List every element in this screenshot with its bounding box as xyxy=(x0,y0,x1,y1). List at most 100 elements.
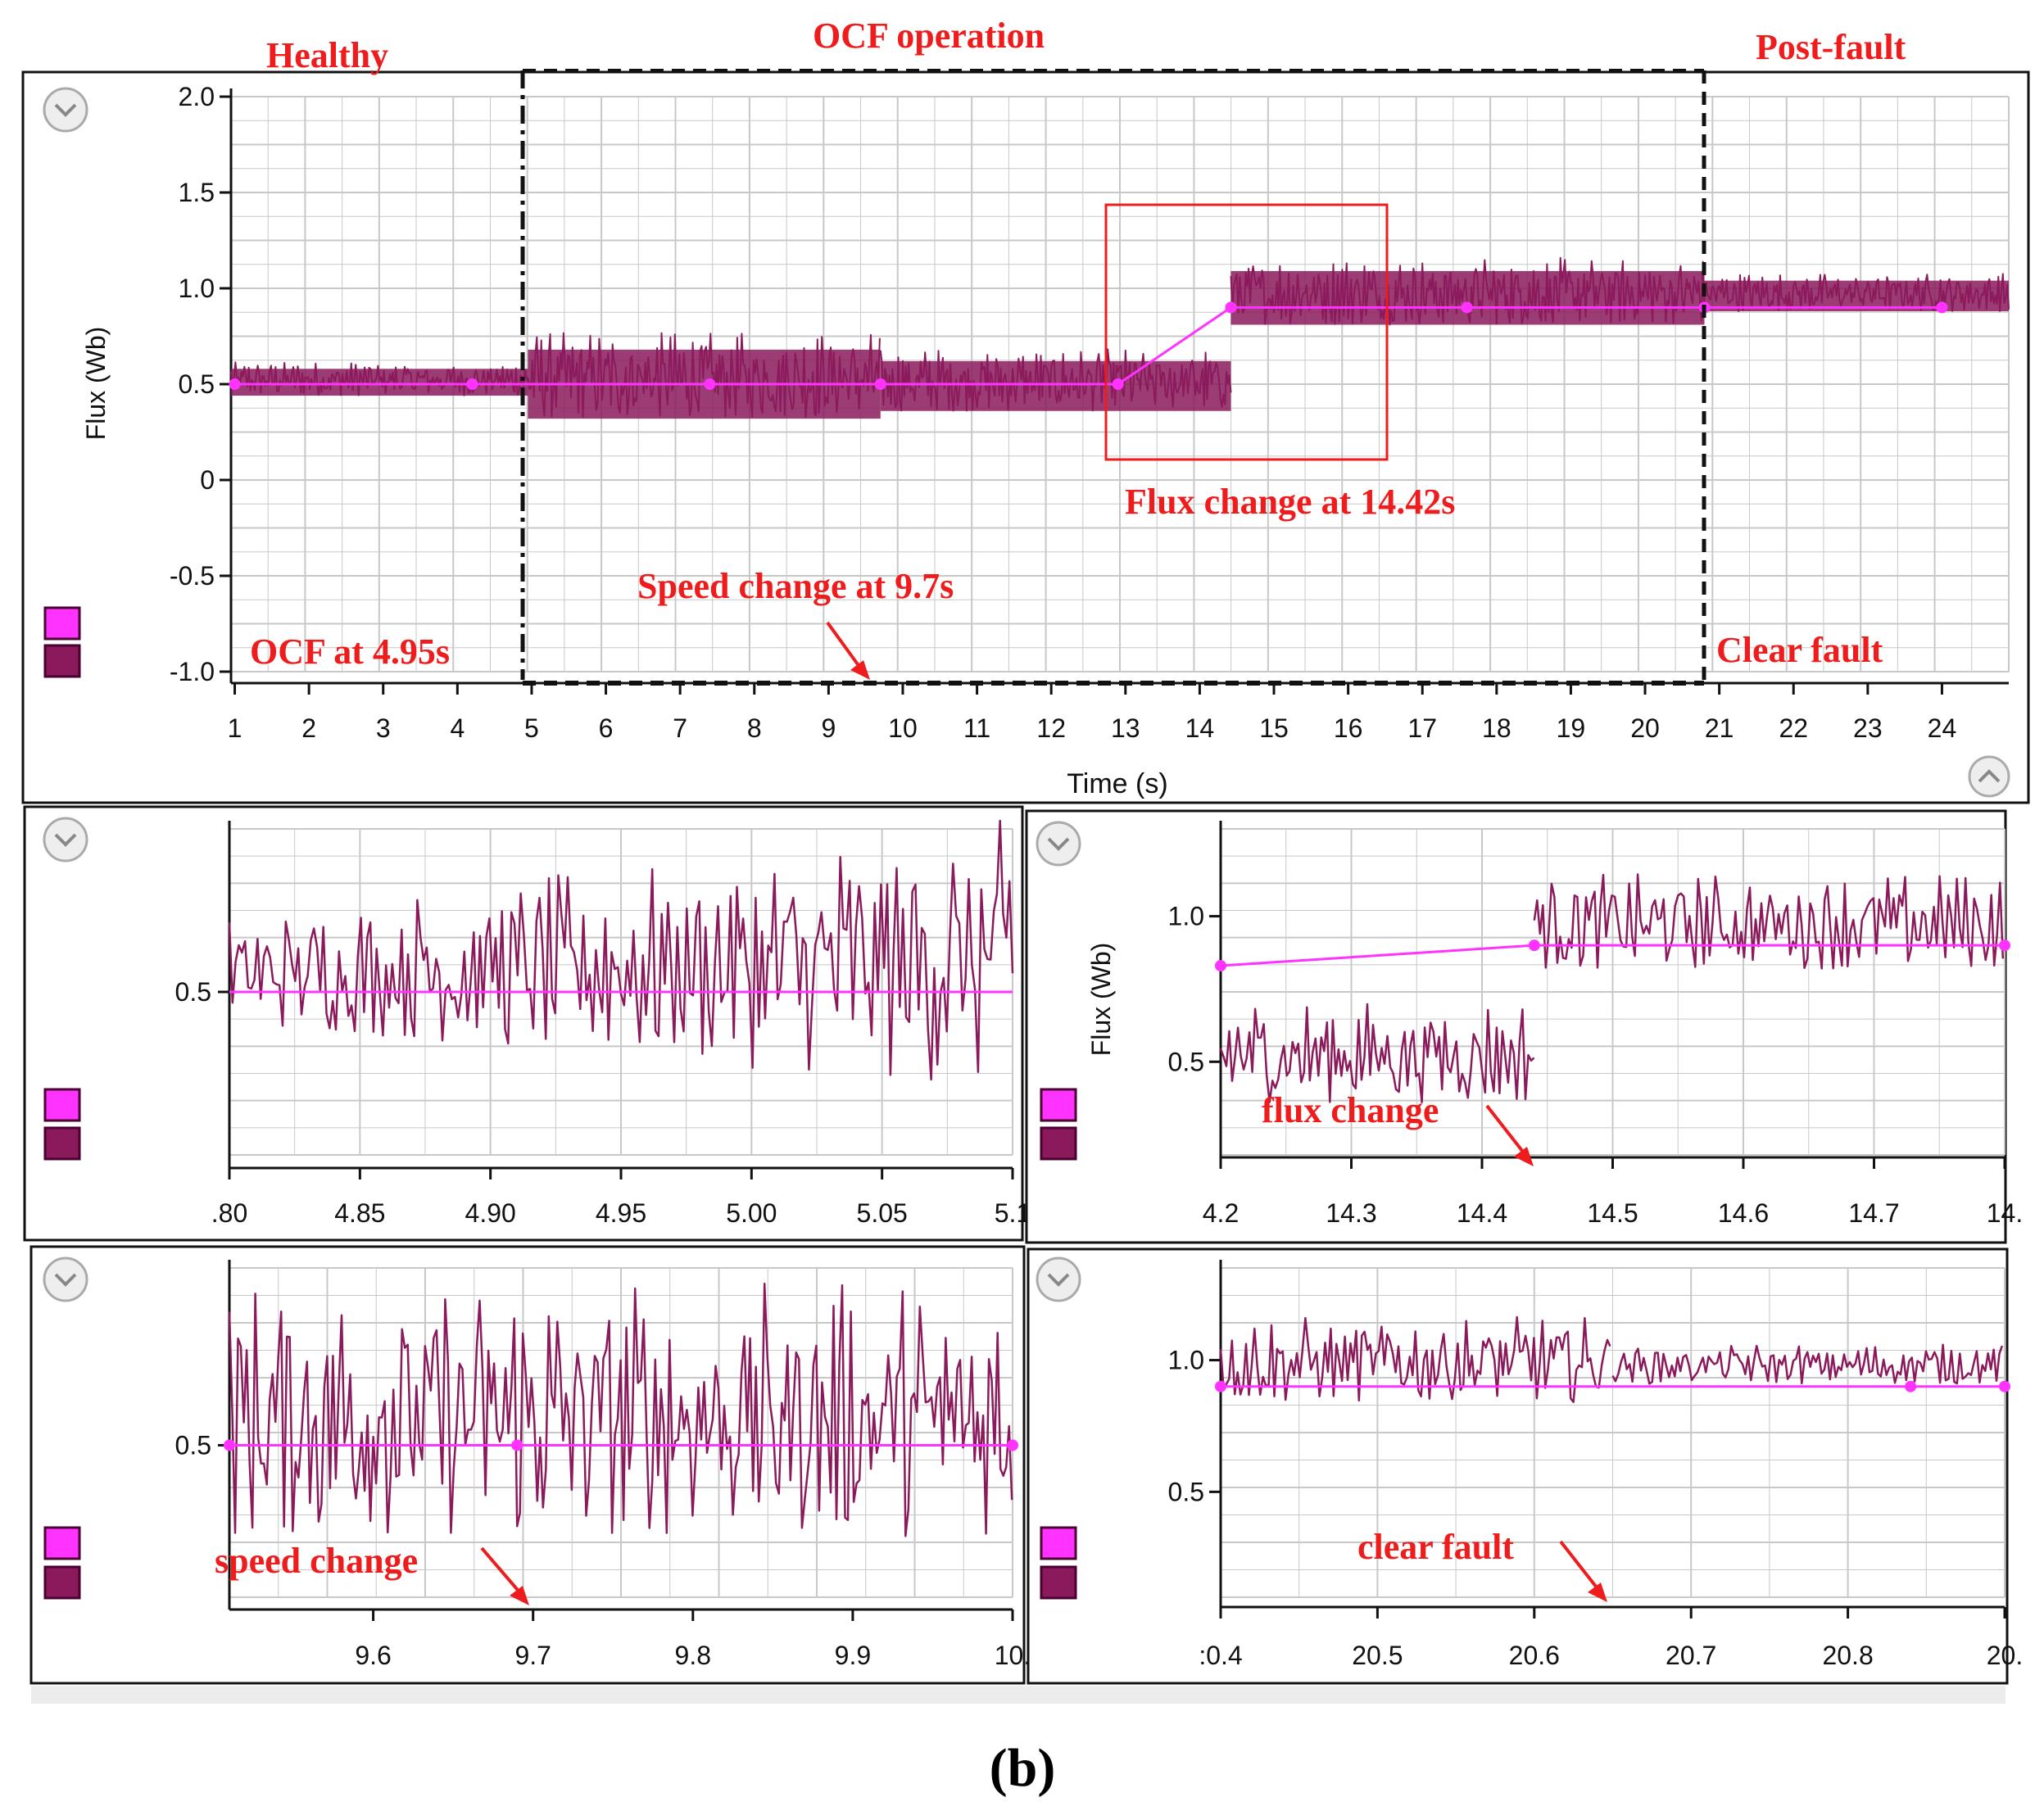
main-xtick-label: 19 xyxy=(1557,713,1586,743)
zoom4-ytick-label: 0.5 xyxy=(1168,1477,1204,1506)
region-healthy-label: Healthy xyxy=(266,35,388,75)
zoom3-signal xyxy=(228,1283,1013,1537)
main-xlabel: Time (s) xyxy=(1067,768,1167,799)
main-ytick-label: 2.0 xyxy=(179,82,215,111)
zoom4-ytick-label: 1.0 xyxy=(1168,1346,1204,1375)
main-xtick-label: 24 xyxy=(1928,713,1957,743)
zoom4-xtick-label: 20.6 xyxy=(1509,1641,1560,1670)
zoom3-ytick-label: 0.5 xyxy=(175,1430,211,1460)
main-xtick-label: 3 xyxy=(376,713,391,743)
zoom2-panel: 4.2 14.3 14.4 14.5 14.6 14.7 14. 1.0 0.5 Flux (W… xyxy=(1025,809,2024,1244)
zoom4-reference-point xyxy=(1905,1380,1917,1392)
zoom4-clear-fault-label: clear fault xyxy=(1357,1527,1514,1567)
zoom1-xtick-label: 5.1 xyxy=(995,1198,1031,1228)
zoom4-collapse-toggle[interactable] xyxy=(1036,1256,1081,1302)
zoom3-xtick-label: 9.7 xyxy=(514,1641,551,1670)
zoom3-reference-point xyxy=(1007,1439,1018,1451)
zoom2-signal xyxy=(1219,873,2005,1103)
zoom1-xtick-label: 4.90 xyxy=(465,1198,516,1228)
main-xtick-label: 8 xyxy=(747,713,762,743)
main-xtick-label: 7 xyxy=(673,713,687,743)
speed-change-arrow xyxy=(826,621,870,680)
bottom-status-strip xyxy=(31,1686,2005,1704)
zoom2-xtick-label: 4.2 xyxy=(1203,1198,1239,1228)
zoom2-ticks: 4.2 14.3 14.4 14.5 14.6 14.7 14. 1.0 0.5 xyxy=(1168,902,2024,1228)
main-xtick-label: 1 xyxy=(228,713,242,743)
zoom2-ylabel: Flux (Wb) xyxy=(1086,943,1116,1057)
main-xtick-label: 21 xyxy=(1705,713,1734,743)
zoom2-collapse-toggle[interactable] xyxy=(1036,821,1081,867)
zoom1-ytick-label: 0.5 xyxy=(175,977,211,1007)
main-ytick-label: 1.0 xyxy=(179,274,215,303)
zoom4-reference-point xyxy=(1215,1380,1226,1392)
main-ytick-label: 1.5 xyxy=(179,178,215,207)
main-legend-signal-swatch[interactable] xyxy=(43,644,81,678)
main-reference-point xyxy=(874,378,886,390)
zoom1-xtick-label: 4.85 xyxy=(334,1198,385,1228)
zoom4-ticks: :0.4 20.5 20.6 20.7 20.8 20. 1.0 0.5 xyxy=(1168,1346,2024,1670)
main-xtick-label: 20 xyxy=(1630,713,1660,743)
zoom4-signal-trace xyxy=(1219,1315,1611,1403)
main-xtick-label: 9 xyxy=(821,713,836,743)
zoom1-panel: .80 4.85 4.90 4.95 5.00 5.05 5.1 0.5 xyxy=(23,805,1031,1242)
main-reference xyxy=(229,301,1948,390)
main-reference-point xyxy=(1461,301,1473,314)
main-signal-trace xyxy=(1703,273,2010,312)
main-legend-reference-swatch[interactable] xyxy=(43,606,81,641)
zoom1-ticks: .80 4.85 4.90 4.95 5.00 5.05 5.1 0.5 xyxy=(175,977,1031,1228)
zoom3-xtick-label: 9.9 xyxy=(835,1641,871,1670)
zoom3-speed-change-arrow xyxy=(480,1546,529,1605)
main-collapse-toggle[interactable] xyxy=(43,87,88,133)
zoom3-reference-point xyxy=(224,1439,235,1451)
zoom2-signal-trace xyxy=(1533,873,2005,970)
zoom3-collapse-toggle[interactable] xyxy=(43,1256,88,1302)
zoom4-grid xyxy=(1220,1267,2005,1598)
zoom1-legend-reference-swatch[interactable] xyxy=(43,1088,81,1122)
main-xtick-label: 13 xyxy=(1111,713,1140,743)
main-ytick-label: 0.5 xyxy=(179,369,215,399)
main-xtick-label: 14 xyxy=(1185,713,1215,743)
zoom1-signal-trace xyxy=(228,819,1014,1081)
zoom4-xtick-label: 20.5 xyxy=(1352,1641,1403,1670)
main-xtick-label: 11 xyxy=(963,713,990,743)
zoom4-panel: :0.4 20.5 20.6 20.7 20.8 20. 1.0 0.5 clear faul… xyxy=(1027,1247,2024,1685)
main-ylabel: Flux (Wb) xyxy=(81,327,111,441)
zoom3-panel: 9.6 9.7 9.8 9.9 10. 0.5 speed change xyxy=(29,1245,1031,1685)
zoom4-xtick-label: :0.4 xyxy=(1199,1641,1242,1670)
zoom3-xtick-label: 9.6 xyxy=(355,1641,391,1670)
zoom3-legend-signal-swatch[interactable] xyxy=(43,1565,81,1600)
zoom2-signal-trace xyxy=(1219,1003,1535,1103)
zoom4-signal xyxy=(1219,1315,2004,1403)
main-xtick-label: 22 xyxy=(1779,713,1808,743)
zoom4-legend-reference-swatch[interactable] xyxy=(1040,1526,1077,1560)
zoom2-legend-reference-swatch[interactable] xyxy=(1040,1088,1077,1122)
zoom2-legend-signal-swatch[interactable] xyxy=(1040,1126,1077,1161)
zoom4-xtick-label: 20. xyxy=(1987,1641,2023,1670)
flux-change-box xyxy=(1104,203,1389,461)
main-expand-toggle[interactable] xyxy=(1968,755,2010,798)
zoom1-signal xyxy=(228,819,1014,1081)
main-reference-point xyxy=(1936,301,1948,314)
main-signal xyxy=(230,256,2010,419)
clear-fault-label: Clear fault xyxy=(1716,630,1883,670)
main-ytick-label: 0 xyxy=(200,465,215,495)
main-ytick-label: -0.5 xyxy=(170,561,215,591)
zoom1-collapse-toggle[interactable] xyxy=(43,817,88,862)
zoom2-ytick-label: 0.5 xyxy=(1168,1047,1204,1076)
zoom3-legend-reference-swatch[interactable] xyxy=(43,1526,81,1560)
zoom1-legend-signal-swatch[interactable] xyxy=(43,1126,81,1161)
main-signal-trace xyxy=(527,332,881,419)
zoom2-reference-point xyxy=(1528,939,1540,952)
main-xtick-label: 10 xyxy=(888,713,918,743)
zoom2-xtick-label: 14.4 xyxy=(1457,1198,1507,1228)
zoom3-reference-point xyxy=(511,1439,523,1451)
zoom3-signal-trace xyxy=(228,1283,1013,1537)
zoom4-legend-signal-swatch[interactable] xyxy=(1040,1565,1077,1600)
region-ocf-label: OCF operation xyxy=(813,16,1045,56)
zoom4-reference xyxy=(1215,1380,2010,1392)
zoom2-grid xyxy=(1220,828,2005,1156)
main-reference-point xyxy=(229,378,241,390)
zoom2-xtick-label: 14.6 xyxy=(1718,1198,1769,1228)
main-xtick-label: 5 xyxy=(524,713,539,743)
